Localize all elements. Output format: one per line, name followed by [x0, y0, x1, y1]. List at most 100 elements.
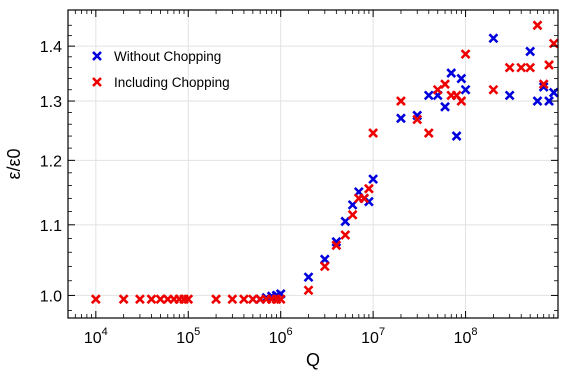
data-point: [368, 174, 379, 185]
marker-stroke: [544, 59, 554, 70]
plot-frame: [67, 9, 559, 319]
x-tick-label: 106: [269, 326, 293, 347]
marker-stroke: [412, 114, 423, 125]
x-axis-label: Q: [306, 350, 320, 370]
data-point: [504, 62, 515, 73]
marker-stroke: [331, 236, 342, 247]
marker-stroke: [525, 46, 536, 57]
marker-stroke: [440, 79, 450, 90]
x-tick-label: 105: [176, 326, 200, 347]
marker-stroke: [451, 131, 462, 141]
data-point: [423, 90, 434, 101]
y-tick-label: 1.3: [40, 94, 62, 111]
marker-stroke: [504, 62, 515, 73]
data-point: [211, 294, 222, 305]
y-tick-label: 1.1: [40, 218, 62, 235]
data-point: [396, 113, 406, 124]
data-point: [247, 294, 258, 305]
data-point: [544, 59, 554, 70]
legend-marker: [92, 77, 102, 87]
data-point: [331, 236, 342, 247]
legend-marker: [92, 51, 102, 61]
marker-stroke: [460, 49, 471, 60]
data-point: [275, 294, 286, 305]
marker-stroke: [92, 77, 102, 87]
legend: Without Chopping Including Chopping: [92, 49, 230, 90]
series-0: [255, 33, 559, 305]
data-point: [488, 33, 499, 44]
data-point: [538, 82, 549, 92]
data-point: [340, 216, 351, 227]
data-point: [532, 20, 543, 31]
marker-stroke: [516, 62, 527, 73]
marker-stroke: [146, 294, 157, 305]
y-tick-label: 1.2: [40, 153, 62, 170]
data-point: [118, 294, 129, 305]
data-point: [516, 62, 527, 73]
marker-stroke: [368, 174, 379, 185]
marker-stroke: [538, 82, 549, 92]
data-point: [146, 294, 157, 305]
marker-stroke: [538, 79, 549, 90]
y-tick-label: 1.0: [40, 288, 62, 305]
marker-stroke: [155, 294, 166, 305]
marker-stroke: [488, 33, 499, 44]
marker-stroke: [440, 101, 450, 112]
tick-layer: 104 105 106 107 108 1.0 1.1 1.2 1.3 1.4: [40, 10, 558, 347]
marker-stroke: [423, 128, 434, 138]
marker-stroke: [460, 84, 471, 95]
x-tick-label: 107: [361, 326, 385, 347]
marker-stroke: [303, 272, 314, 283]
legend-label: Including Chopping: [114, 75, 230, 90]
data-point: [135, 294, 145, 305]
data-point: [423, 128, 434, 138]
data-point: [544, 96, 554, 106]
data-point: [460, 84, 471, 95]
marker-stroke: [368, 128, 379, 138]
y-tick-label: 1.4: [40, 39, 62, 56]
data-point: [451, 131, 462, 141]
data-point: [331, 240, 342, 251]
marker-stroke: [183, 294, 194, 305]
data-point: [525, 62, 536, 73]
grid-layer: [68, 10, 558, 318]
marker-stroke: [90, 294, 101, 305]
data-point: [368, 128, 379, 138]
marker-stroke: [456, 73, 467, 84]
data-point: [347, 209, 358, 220]
data-point: [363, 183, 374, 194]
marker-stroke: [363, 183, 374, 194]
data-point: [183, 294, 194, 305]
marker-stroke: [451, 90, 462, 101]
marker-stroke: [118, 294, 129, 305]
data-point: [238, 294, 249, 305]
data-point: [396, 96, 406, 106]
data-point: [456, 73, 467, 84]
x-tick-label: 104: [84, 326, 108, 347]
marker-stroke: [446, 68, 457, 79]
data-point: [440, 79, 450, 90]
marker-stroke: [525, 62, 536, 73]
marker-stroke: [275, 294, 286, 305]
marker-stroke: [319, 261, 330, 272]
data-layer: [90, 20, 559, 305]
data-point: [460, 49, 471, 60]
marker-stroke: [544, 96, 554, 106]
data-point: [319, 261, 330, 272]
data-point: [412, 114, 423, 125]
marker-stroke: [532, 20, 543, 31]
marker-stroke: [347, 209, 358, 220]
marker-stroke: [488, 84, 499, 95]
marker-stroke: [227, 294, 238, 305]
data-point: [440, 101, 450, 112]
marker-stroke: [340, 216, 351, 227]
marker-stroke: [504, 90, 515, 101]
data-point: [155, 294, 166, 305]
data-point: [538, 79, 549, 90]
marker-stroke: [396, 96, 406, 106]
marker-stroke: [423, 90, 434, 101]
marker-stroke: [211, 294, 222, 305]
marker-stroke: [340, 230, 351, 240]
data-point: [340, 230, 351, 240]
